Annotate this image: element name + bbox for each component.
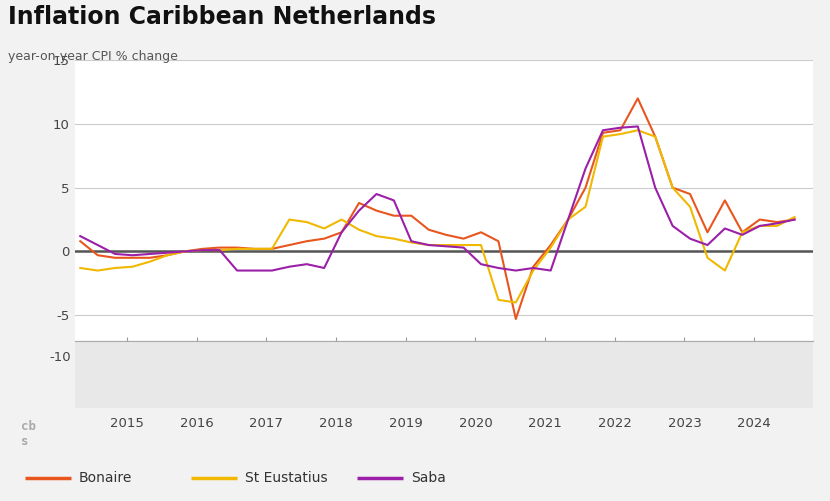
Text: St Eustatius: St Eustatius [245,471,328,485]
Text: Saba: Saba [411,471,446,485]
Text: cb
s: cb s [21,420,36,448]
Text: Inflation Caribbean Netherlands: Inflation Caribbean Netherlands [8,5,437,29]
Text: year-on-year CPI % change: year-on-year CPI % change [8,50,178,63]
Text: -10: -10 [49,351,71,364]
Text: Bonaire: Bonaire [79,471,132,485]
